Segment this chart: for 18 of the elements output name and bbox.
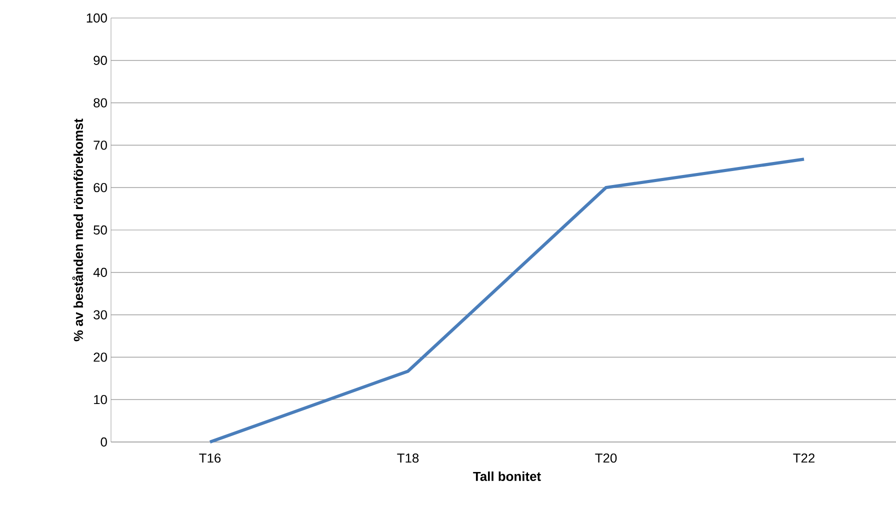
y-tick-label: 100 [86, 13, 107, 23]
y-tick-label: 0 [100, 437, 107, 447]
x-axis-title: Tall bonitet [473, 471, 541, 482]
y-tick-label: 20 [94, 352, 107, 362]
y-tick-label: 50 [94, 225, 107, 235]
x-tick-label: T18 [397, 453, 419, 463]
y-tick-label: 10 [94, 395, 107, 404]
y-axis-title: % av bestånden med rönnförekomst [72, 118, 84, 342]
line-series [208, 158, 806, 444]
y-tick-label: 40 [93, 268, 107, 277]
y-tick-label: 60 [94, 183, 107, 192]
x-tick-label: T20 [595, 453, 617, 463]
x-tick-label: T22 [793, 453, 815, 463]
y-tick-label: 70 [94, 140, 107, 150]
y-tick-label: 90 [94, 56, 107, 65]
y-tick-label: 30 [94, 310, 107, 320]
x-tick-label: T16 [199, 453, 221, 463]
y-tick-label: 80 [94, 98, 107, 108]
